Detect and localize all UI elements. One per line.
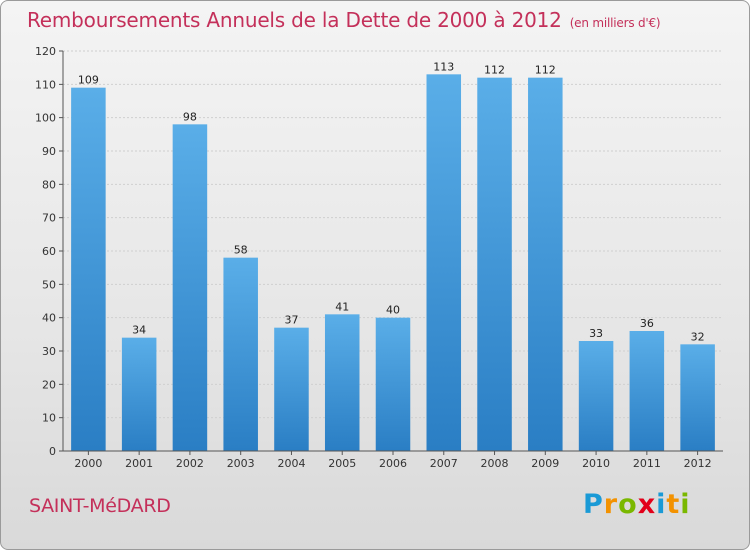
y-axis: 0 10 20 30 40 50 60 70 80 90 100 110 120 bbox=[35, 45, 64, 458]
logo-letter: t bbox=[666, 489, 681, 520]
y-tick-label: 80 bbox=[42, 178, 56, 191]
x-tick-label-2003: 2003 bbox=[227, 457, 255, 470]
y-tick-label: 50 bbox=[42, 278, 56, 291]
x-tick-label-2001: 2001 bbox=[125, 457, 153, 470]
logo-letter: i bbox=[656, 489, 667, 520]
x-tick-label-2005: 2005 bbox=[328, 457, 356, 470]
y-tick-label: 40 bbox=[42, 312, 56, 325]
value-label-2004: 37 bbox=[284, 314, 298, 327]
value-label-2005: 41 bbox=[335, 300, 349, 313]
bar-2001 bbox=[121, 337, 157, 451]
town-name: SAINT-MéDARD bbox=[29, 495, 171, 517]
bar-2009 bbox=[528, 77, 563, 452]
chart-title: Remboursements Annuels de la Dette de 20… bbox=[27, 8, 661, 32]
x-tick-label-2010: 2010 bbox=[582, 457, 610, 470]
y-tick-label: 60 bbox=[42, 245, 56, 258]
y-tick-label: 70 bbox=[42, 212, 56, 225]
bar-2010 bbox=[578, 341, 614, 451]
x-tick-label-2002: 2002 bbox=[176, 457, 204, 470]
proxiti-logo: Proxiti bbox=[583, 489, 691, 520]
logo-letter: i bbox=[680, 489, 691, 520]
value-label-2006: 40 bbox=[386, 304, 400, 317]
x-tick-label-2011: 2011 bbox=[633, 457, 661, 470]
x-tick-label-2007: 2007 bbox=[430, 457, 458, 470]
y-tick-label: 20 bbox=[42, 378, 56, 391]
value-label-2000: 109 bbox=[78, 74, 99, 87]
y-tick-label: 110 bbox=[35, 78, 56, 91]
value-label-2008: 112 bbox=[484, 64, 505, 77]
y-tick-label: 10 bbox=[42, 412, 56, 425]
y-tick-label: 100 bbox=[35, 112, 56, 125]
chart-title-text: Remboursements Annuels de la Dette de 20… bbox=[27, 8, 562, 32]
value-label-2007: 113 bbox=[433, 60, 454, 73]
value-label-2011: 36 bbox=[640, 317, 654, 330]
value-label-2010: 33 bbox=[589, 327, 603, 340]
value-label-2002: 98 bbox=[183, 110, 197, 123]
bars: 109 34 98 58 37 41 40 113 112 112 33 36 32 bbox=[71, 60, 715, 452]
x-tick-label-2004: 2004 bbox=[277, 457, 305, 470]
y-tick-label: 90 bbox=[42, 145, 56, 158]
bar-2000 bbox=[71, 87, 106, 452]
logo-letter: x bbox=[637, 489, 657, 520]
x-tick-label-2006: 2006 bbox=[379, 457, 407, 470]
x-tick-label-2000: 2000 bbox=[74, 457, 102, 470]
bar-2006 bbox=[375, 317, 411, 451]
value-label-2012: 32 bbox=[691, 330, 705, 343]
x-tick-label-2012: 2012 bbox=[684, 457, 712, 470]
bar-2011 bbox=[629, 331, 665, 451]
bar-2008 bbox=[477, 77, 512, 452]
logo-letter: P bbox=[583, 489, 604, 520]
logo-letter: o bbox=[618, 489, 638, 520]
x-tick-label-2008: 2008 bbox=[481, 457, 509, 470]
y-tick-label: 30 bbox=[42, 345, 56, 358]
y-tick-label: 0 bbox=[49, 445, 56, 458]
bar-2007 bbox=[426, 74, 462, 451]
value-label-2003: 58 bbox=[234, 244, 248, 257]
bar-2004 bbox=[274, 327, 309, 451]
bar-2012 bbox=[680, 344, 715, 451]
bar-2005 bbox=[324, 314, 360, 451]
y-tick-label: 120 bbox=[35, 45, 56, 58]
bar-2003 bbox=[223, 257, 258, 451]
value-label-2001: 34 bbox=[132, 324, 146, 337]
x-tick-label-2009: 2009 bbox=[531, 457, 559, 470]
x-axis: 2000 2001 2002 2003 2004 2005 2006 2007 2008 2009… bbox=[63, 450, 723, 470]
bar-2002 bbox=[172, 124, 208, 451]
chart-unit: (en milliers d'€) bbox=[569, 16, 661, 30]
logo-letter: r bbox=[603, 489, 619, 520]
value-label-2009: 112 bbox=[535, 64, 556, 77]
